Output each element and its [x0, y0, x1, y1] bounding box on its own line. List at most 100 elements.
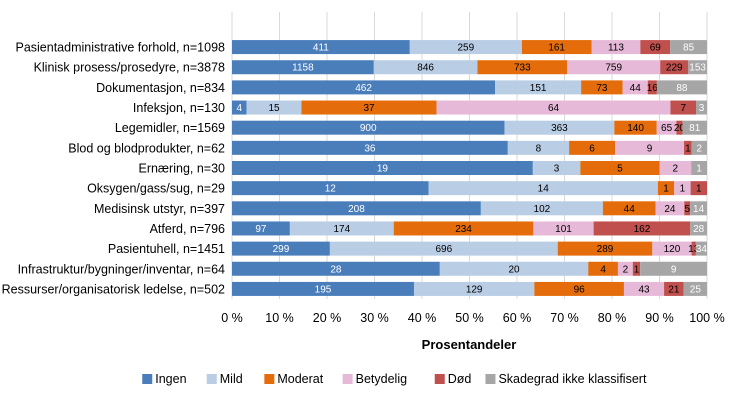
data-label: 9	[671, 264, 677, 275]
data-label: 5	[617, 164, 623, 175]
bar-segment	[640, 261, 707, 276]
data-label: 234	[455, 224, 472, 235]
data-label: 120	[664, 244, 681, 255]
bar-segment	[640, 40, 671, 55]
bar-segment	[232, 161, 533, 175]
bar-segment	[647, 80, 657, 95]
bar-segment	[232, 140, 508, 155]
bar-segment	[602, 201, 656, 216]
data-label: 88	[676, 83, 688, 94]
data-label: 299	[273, 244, 290, 255]
grid-lines	[231, 12, 708, 299]
bar-segment	[504, 120, 615, 135]
bar-segment	[690, 181, 707, 196]
bar-segment	[246, 100, 302, 115]
bar-segment	[615, 140, 685, 155]
bar-segment	[657, 181, 675, 196]
data-label: 5	[684, 204, 690, 215]
data-label: 20	[674, 123, 686, 134]
data-label: 363	[551, 123, 568, 134]
category-label: Ressurser/organisatorisk ledelse, n=502	[2, 282, 225, 296]
data-label: 85	[683, 43, 695, 54]
data-label: 9	[647, 143, 653, 154]
data-label: 140	[627, 123, 644, 134]
bar-segment	[409, 40, 522, 55]
data-label: 43	[638, 284, 650, 295]
data-label: 36	[364, 143, 376, 154]
legend-swatch	[142, 374, 153, 384]
bar-segment	[557, 241, 653, 256]
legend: Ingen Mild Moderat Betydelig Død Skadegrad ik…	[142, 372, 647, 386]
bar-segment	[691, 161, 707, 175]
data-label: 19	[377, 164, 389, 175]
data-label: 4	[600, 264, 606, 275]
bar-segment	[674, 181, 691, 196]
bar-segment	[682, 120, 707, 135]
data-label: 102	[534, 204, 551, 215]
bar-segment	[232, 60, 374, 75]
data-label: 151	[530, 83, 547, 94]
bar-segment	[232, 40, 410, 55]
bar-segment	[655, 201, 685, 216]
bar-segment	[569, 140, 616, 155]
legend-label: Betydelig	[356, 372, 407, 386]
bar-segment	[580, 161, 660, 175]
data-label: 20	[508, 264, 520, 275]
data-label: 44	[624, 204, 636, 215]
data-label: 846	[417, 63, 434, 74]
bar-segment	[632, 261, 641, 276]
x-tick-label: 100 %	[689, 311, 724, 325]
bar-segment	[588, 261, 618, 276]
bar-segment	[301, 100, 437, 115]
category-label: Atferd, n=796	[150, 222, 225, 236]
bar-segment	[656, 120, 677, 135]
bar-segment	[232, 100, 247, 115]
data-label: 64	[548, 103, 560, 114]
data-label: 2	[673, 164, 679, 175]
data-label: 4	[237, 103, 243, 114]
bar-segment	[521, 40, 592, 55]
category-label: Pasientuhell, n=1451	[108, 242, 225, 256]
x-tick-label: 30 %	[360, 311, 389, 325]
data-label: 129	[466, 284, 483, 295]
data-label: 2	[697, 143, 703, 154]
data-label: 2	[623, 264, 629, 275]
data-label: 25	[690, 284, 702, 295]
category-label: Klinisk prosess/prosedyre, n=3878	[34, 61, 225, 75]
legend-label: Ingen	[155, 372, 186, 386]
bar-segment	[289, 221, 394, 236]
data-label: 1158	[292, 63, 314, 74]
data-label: 174	[333, 224, 350, 235]
data-label: 97	[255, 224, 267, 235]
bar-segment	[232, 281, 414, 296]
bar-segment	[439, 261, 589, 276]
data-label: 7	[680, 103, 686, 114]
data-label: 1	[634, 264, 640, 275]
bar-segment	[232, 181, 429, 196]
x-tick-label: 40 %	[408, 311, 437, 325]
bar-segment	[684, 201, 691, 216]
bar-segment	[690, 221, 707, 236]
data-label: 15	[268, 103, 280, 114]
legend-swatch	[206, 374, 217, 384]
x-tick-label: 50 %	[455, 311, 484, 325]
bar-segment	[495, 80, 582, 95]
data-label: 1	[696, 164, 702, 175]
data-label: 101	[555, 224, 572, 235]
data-label: 411	[313, 43, 329, 54]
data-label: 96	[574, 284, 586, 295]
data-label: 161	[548, 43, 565, 54]
data-label: 289	[597, 244, 614, 255]
data-label: 3	[699, 103, 705, 114]
data-label: 13	[688, 244, 700, 255]
data-label: 73	[596, 83, 608, 94]
legend-swatch	[434, 374, 445, 384]
bar-segment	[567, 60, 661, 75]
category-label: Legemidler, n=1569	[115, 121, 225, 135]
bar-segment	[232, 201, 481, 216]
bar-segment	[428, 181, 658, 196]
category-label: Infrastruktur/bygninger/inventar, n=64	[18, 262, 225, 276]
bar-segment	[232, 221, 290, 236]
